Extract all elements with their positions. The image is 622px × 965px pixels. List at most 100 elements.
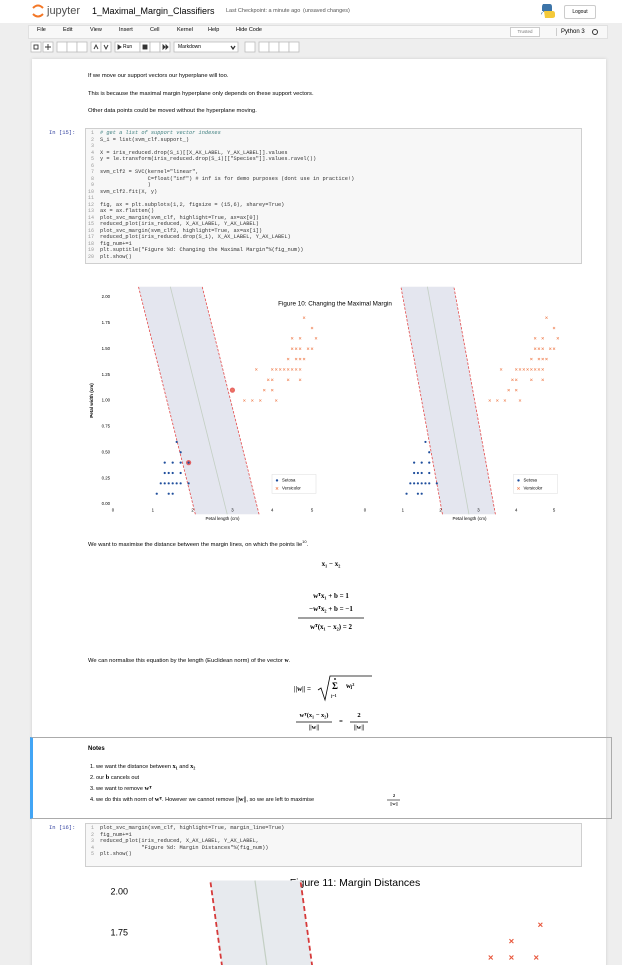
y-axis-label: Petal width (cm) — [89, 383, 94, 418]
point — [413, 471, 416, 475]
x-axis-label: Petal length (cm) — [452, 516, 487, 521]
math: ||w|| — [353, 724, 365, 731]
selected-cell[interactable] — [30, 737, 612, 819]
x-tick-label: 4 — [515, 508, 518, 513]
point — [294, 347, 298, 351]
math: x₁ — [172, 763, 178, 770]
python-logo — [541, 4, 555, 18]
markdown-text: This is because the maximal margin hyper… — [88, 91, 314, 97]
point — [424, 482, 427, 485]
point — [526, 368, 529, 371]
markdown-text: We want to maximise the distance between… — [88, 540, 308, 549]
markdown-text: If we move our support vectors our hyper… — [88, 73, 229, 79]
point — [545, 316, 548, 319]
point — [537, 357, 541, 361]
keyboard-button[interactable] — [244, 41, 256, 53]
legend-label: Setosa — [524, 478, 538, 483]
legend-label: Versicolor — [524, 486, 543, 491]
input-prompt: In [15]: — [49, 129, 76, 136]
point — [514, 388, 518, 392]
menu-item[interactable]: Help — [208, 27, 220, 33]
y-tick-label: 1.75 — [102, 320, 111, 325]
point — [298, 368, 302, 371]
move-down-button[interactable] — [100, 41, 112, 53]
point — [274, 368, 278, 371]
checkpoint: Last Checkpoint: a minute ago — [226, 8, 301, 14]
point — [499, 368, 503, 371]
point — [507, 388, 510, 392]
point — [405, 492, 408, 495]
menu-item[interactable]: Insert — [119, 27, 133, 33]
code-line: svm_clf2.fit(X, y) — [100, 188, 158, 195]
point — [541, 337, 545, 340]
text: , so we are left to maximise — [246, 797, 316, 803]
x-tick-label: 4 — [271, 508, 274, 513]
point — [424, 440, 427, 444]
point — [530, 368, 533, 371]
cell-type-label[interactable]: Markdown — [178, 44, 202, 50]
kernel-indicator — [592, 29, 598, 35]
export3-button[interactable] — [288, 41, 300, 53]
menu-item[interactable]: Kernel — [177, 27, 193, 33]
x-tick-label: 0 — [112, 508, 115, 513]
line-number: 3 — [90, 838, 94, 844]
run-label[interactable]: Run — [123, 44, 133, 50]
margin-band — [210, 880, 313, 965]
jupyter-logo-text[interactable]: jupyter — [47, 5, 81, 17]
code-input-16[interactable] — [85, 823, 582, 867]
point — [282, 368, 286, 371]
point — [537, 922, 543, 928]
menu-item[interactable]: Cell — [150, 27, 160, 33]
point — [488, 399, 492, 402]
cell-type-select[interactable] — [173, 41, 239, 53]
legend-marker — [275, 486, 279, 490]
point — [509, 955, 514, 960]
note-item: our b cancels out — [90, 774, 139, 782]
line-number: 2 — [90, 136, 94, 143]
menu-item[interactable]: Edit — [63, 27, 73, 33]
save-button[interactable] — [30, 41, 42, 53]
text: We can normalise this equation by the le… — [88, 658, 285, 664]
line-number: 1 — [90, 130, 94, 136]
notebook-name[interactable]: 1_Maximal_Margin_Classifiers — [92, 6, 215, 16]
trusted-badge[interactable]: Trusted — [510, 27, 540, 37]
math: x₂ — [190, 763, 196, 770]
code-line: reduced_plot(iris_reduced.drop(S_i), X_A… — [100, 234, 291, 240]
point — [511, 378, 514, 382]
note-item: we want the distance between x₁ and x₂ — [90, 763, 196, 771]
point — [179, 451, 182, 454]
menu-item[interactable]: View — [90, 27, 102, 33]
menu-item[interactable]: File — [37, 27, 46, 33]
menu-bar — [28, 25, 608, 39]
sqrt-sign — [317, 675, 372, 702]
point — [537, 368, 541, 371]
point — [286, 357, 290, 361]
equation: wᵀ(x₁ − x₂) = 2 — [309, 623, 353, 631]
point — [262, 388, 266, 392]
point — [179, 471, 182, 475]
code-input-15[interactable] — [85, 128, 582, 264]
paste-button[interactable] — [76, 41, 88, 53]
point — [270, 388, 274, 392]
point — [548, 347, 552, 351]
point — [163, 482, 166, 485]
text: . However we cannot remove — [161, 797, 236, 803]
equation: wᵀx₁ + b = 1 — [313, 592, 349, 600]
logout-button[interactable]: Logout — [564, 5, 596, 19]
menu-item[interactable]: Hide Code — [236, 27, 262, 33]
equation: x₁ − x₂ — [321, 560, 341, 568]
point — [298, 357, 302, 361]
point — [163, 471, 166, 475]
y-tick-label: 2.00 — [110, 886, 128, 896]
point — [171, 492, 174, 495]
point — [251, 399, 254, 402]
point — [533, 955, 539, 960]
math: n — [334, 676, 337, 681]
point — [537, 347, 541, 351]
point — [187, 482, 190, 485]
x-tick-label: 2 — [191, 508, 194, 513]
input-prompt: In [16]: — [49, 824, 76, 831]
point — [298, 337, 302, 340]
point — [167, 492, 170, 495]
